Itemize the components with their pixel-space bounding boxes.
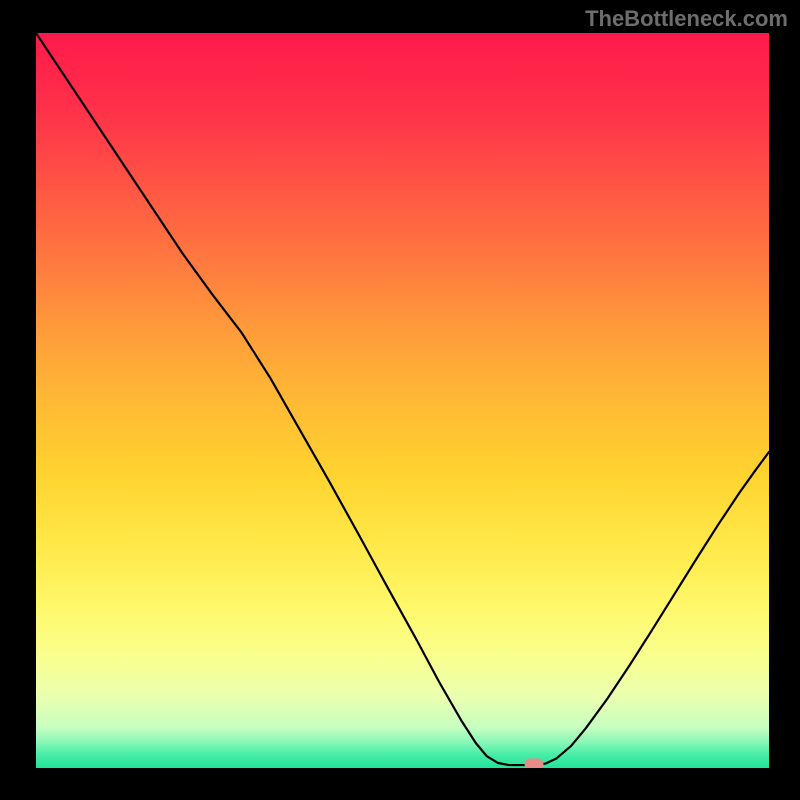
curve-path (36, 33, 769, 765)
watermark-text: TheBottleneck.com (585, 6, 788, 32)
plot-area (36, 33, 769, 768)
bottleneck-curve (36, 33, 769, 768)
optimal-point-marker (525, 758, 544, 768)
